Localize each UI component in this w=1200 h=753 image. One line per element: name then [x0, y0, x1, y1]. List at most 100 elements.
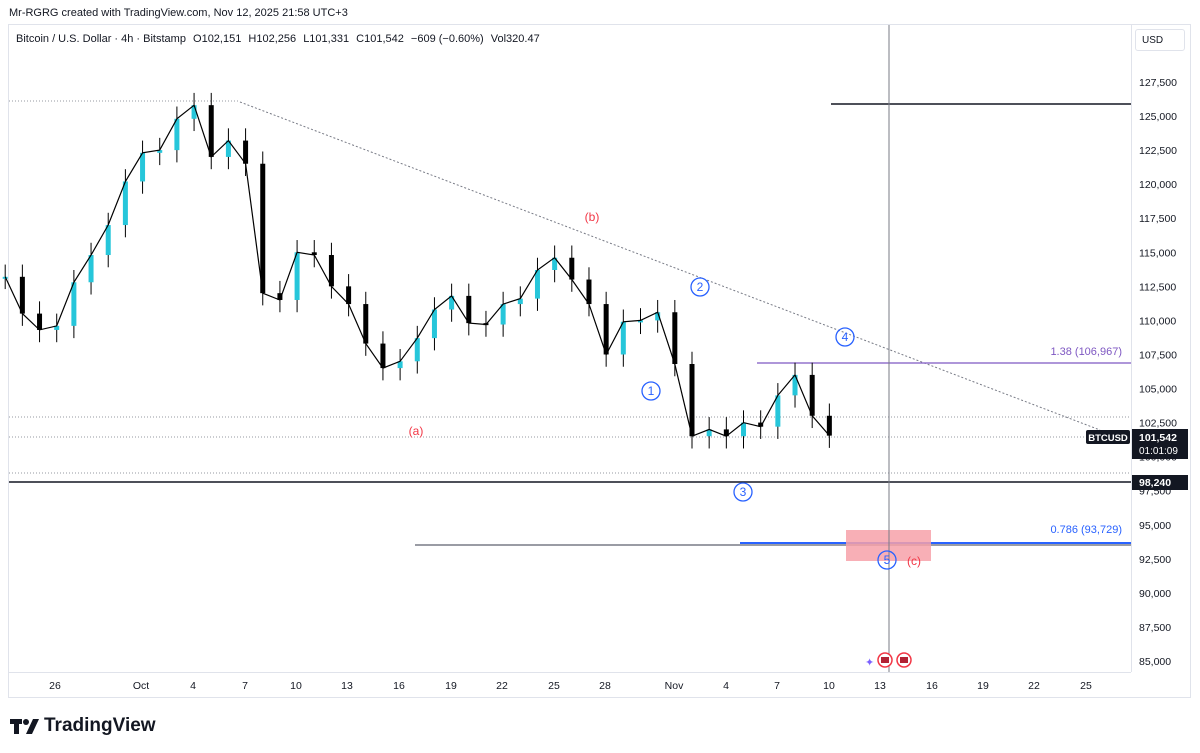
candle-body[interactable] — [552, 257, 558, 271]
candle-body[interactable] — [620, 321, 626, 355]
candle-body[interactable] — [706, 429, 712, 437]
candle-body[interactable] — [71, 282, 77, 326]
tradingview-logo-icon — [10, 719, 39, 734]
candle-body[interactable] — [741, 422, 747, 437]
y-tick-label: 110,000 — [1139, 315, 1176, 327]
y-tick-label: 112,500 — [1139, 281, 1176, 293]
candle-body[interactable] — [294, 252, 300, 300]
y-tick-label: 127,500 — [1139, 77, 1177, 89]
ticker-badge — [1086, 430, 1130, 444]
wave-label: 1 — [648, 384, 655, 398]
legend-low: L101,331 — [303, 33, 350, 45]
wave-circle[interactable] — [641, 381, 661, 401]
candle-body[interactable] — [586, 279, 592, 305]
candle-body[interactable] — [603, 304, 609, 355]
price-line[interactable] — [4, 104, 830, 438]
candle-body[interactable] — [122, 181, 128, 226]
candle-body[interactable] — [363, 304, 369, 344]
x-tick-label: 13 — [874, 680, 886, 692]
y-tick-label: 87,500 — [1139, 622, 1171, 634]
candle-body[interactable] — [809, 374, 815, 416]
candle-body[interactable] — [380, 343, 386, 369]
y-tick-label: 105,000 — [1139, 384, 1177, 396]
candle-body[interactable] — [243, 140, 249, 164]
candle-body[interactable] — [260, 163, 266, 294]
candle-body[interactable] — [174, 118, 180, 151]
candle-body[interactable] — [534, 270, 540, 299]
time-axis[interactable] — [9, 672, 1131, 698]
y-tick-label: 90,000 — [1139, 588, 1171, 600]
candle-body[interactable] — [758, 422, 764, 427]
legend-symbol[interactable]: Bitcoin / U.S. Dollar · 4h · Bitstamp — [16, 33, 186, 45]
legend-high: H102,256 — [248, 33, 297, 45]
wave-label: 5 — [884, 553, 891, 567]
price-axis[interactable] — [1131, 25, 1191, 672]
candle-body[interactable] — [517, 298, 523, 305]
wave-circle[interactable] — [733, 482, 753, 502]
candle-body[interactable] — [397, 361, 403, 369]
legend-change: −609 (−0.60%) — [410, 33, 484, 45]
candle-body[interactable] — [431, 309, 437, 339]
x-tick-label: 25 — [548, 680, 560, 692]
y-tick-label: 117,500 — [1139, 213, 1176, 225]
candle-body[interactable] — [569, 257, 575, 280]
y-tick-label: 125,000 — [1139, 111, 1177, 123]
countdown-text: 01:01:09 — [1139, 446, 1178, 457]
wave-label: 3 — [740, 485, 747, 499]
candle-body[interactable] — [208, 105, 214, 157]
candle-body[interactable] — [449, 295, 455, 310]
last-price-badge — [1132, 429, 1188, 459]
currency-button[interactable]: USD — [1135, 29, 1185, 51]
fib-0786-label: 0.786 (93,729) — [1050, 524, 1122, 536]
x-tick-label: 13 — [341, 680, 353, 692]
candle-body[interactable] — [191, 105, 197, 119]
candle-body[interactable] — [637, 320, 643, 323]
x-tick-label: 4 — [723, 680, 729, 692]
candle-body[interactable] — [140, 152, 146, 182]
wave-label: 4 — [842, 330, 849, 344]
candle-body[interactable] — [328, 255, 334, 287]
candle-body[interactable] — [792, 374, 798, 396]
candle-body[interactable] — [723, 429, 729, 437]
candle-body[interactable] — [19, 276, 25, 314]
y-tick-label: 115,000 — [1139, 247, 1176, 259]
last-price-text: 101,542 — [1139, 432, 1177, 444]
x-tick-label: 7 — [774, 680, 780, 692]
ticker-badge-text: BTCUSD — [1088, 433, 1128, 444]
y-tick-label: 85,000 — [1139, 656, 1171, 668]
x-tick-label: 25 — [1080, 680, 1092, 692]
rocket-icon: ✦ — [865, 656, 874, 669]
candle-body[interactable] — [105, 225, 111, 256]
wave-circle[interactable] — [835, 327, 855, 347]
candle-body[interactable] — [225, 140, 231, 157]
candle-body[interactable] — [466, 295, 472, 324]
us-flag-stripes — [900, 657, 908, 663]
candle-body[interactable] — [826, 415, 832, 436]
candle-body[interactable] — [346, 286, 352, 305]
trend-line[interactable] — [239, 101, 1101, 431]
abc-label: (a) — [409, 424, 424, 438]
candle-body[interactable] — [54, 325, 60, 330]
candle-body[interactable] — [689, 364, 695, 437]
candle-body[interactable] — [500, 304, 506, 325]
candle-body[interactable] — [37, 313, 43, 330]
chart-credit: Mr-RGRG created with TradingView.com, No… — [9, 7, 348, 19]
footer-brand: TradingView — [10, 714, 156, 738]
candle-body[interactable] — [775, 395, 781, 427]
top-bar: Mr-RGRG created with TradingView.com, No… — [0, 0, 1200, 24]
candle-body[interactable] — [157, 150, 163, 153]
candle-body[interactable] — [655, 312, 661, 321]
candle-body[interactable] — [277, 293, 283, 300]
x-tick-label: 7 — [242, 680, 248, 692]
x-tick-label: Oct — [133, 680, 149, 692]
candle-body[interactable] — [414, 338, 420, 362]
candle-body[interactable] — [311, 252, 317, 256]
x-tick-label: 22 — [1028, 680, 1040, 692]
candle-body[interactable] — [672, 312, 678, 365]
legend-open: O102,151 — [193, 33, 242, 45]
wave-circle[interactable] — [690, 277, 710, 297]
wave-circle[interactable] — [877, 550, 897, 570]
candle-body[interactable] — [88, 255, 94, 283]
footer-brand-text: TradingView — [44, 715, 156, 736]
